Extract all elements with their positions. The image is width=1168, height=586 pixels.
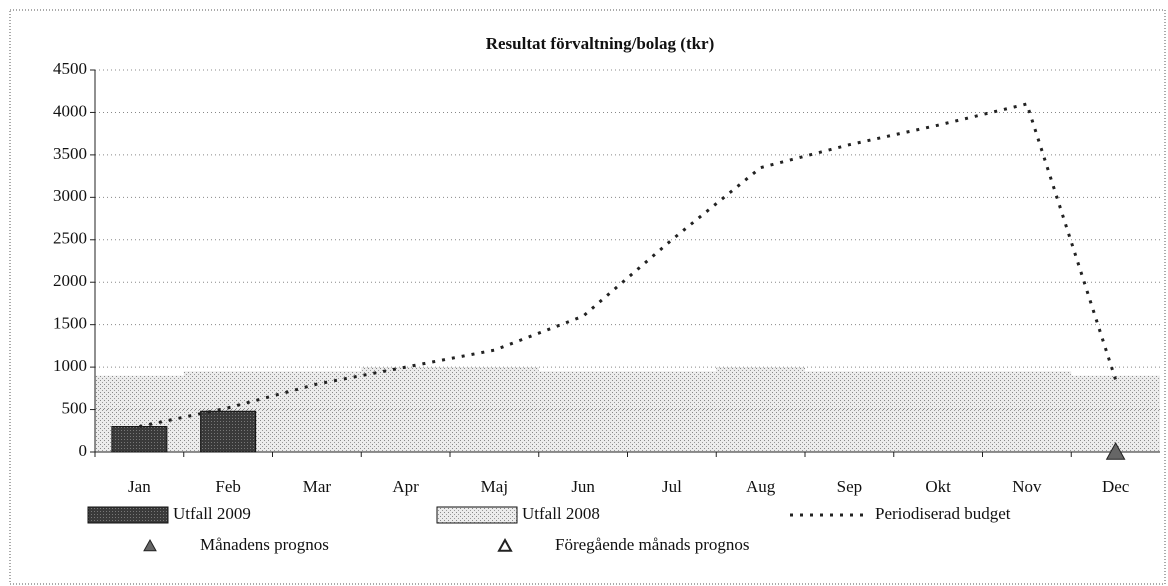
area-segment [893, 371, 983, 452]
area-segment [1071, 375, 1160, 452]
area-segment [361, 367, 450, 452]
legend-swatch [143, 538, 157, 552]
legend-label: Utfall 2008 [522, 504, 600, 523]
x-tick-label: Nov [1012, 477, 1042, 496]
area-segment [982, 371, 1072, 452]
chart-border [9, 9, 1166, 585]
y-tick-label: 1000 [53, 356, 87, 375]
legend-label: Periodiserad budget [875, 504, 1011, 523]
y-tick-label: 2500 [53, 229, 87, 248]
x-tick-label: Mar [303, 477, 332, 496]
area-segment [538, 371, 628, 452]
x-tick-label: Dec [1102, 477, 1130, 496]
legend-swatch [436, 506, 518, 524]
legend-label: Månadens prognos [200, 535, 329, 554]
x-tick-label: Jan [128, 477, 151, 496]
x-tick-label: Aug [746, 477, 776, 496]
x-tick-label: Okt [925, 477, 951, 496]
area-segment [627, 371, 717, 452]
y-tick-label: 4000 [53, 101, 87, 120]
y-tick-label: 0 [79, 441, 88, 460]
x-tick-label: Maj [481, 477, 508, 496]
bar [200, 410, 257, 453]
y-tick-label: 500 [62, 398, 88, 417]
y-tick-label: 2000 [53, 271, 87, 290]
y-tick-label: 4500 [53, 59, 87, 78]
y-tick-label: 3500 [53, 144, 87, 163]
x-tick-label: Apr [392, 477, 419, 496]
legend-label: Föregående månads prognos [555, 535, 750, 554]
x-tick-label: Jul [662, 477, 682, 496]
x-tick-label: Jun [571, 477, 595, 496]
bar [111, 426, 168, 453]
y-tick-label: 1500 [53, 314, 87, 333]
chart-title: Resultat förvaltning/bolag (tkr) [486, 34, 715, 53]
legend-label: Utfall 2009 [173, 504, 251, 523]
x-tick-label: Sep [837, 477, 863, 496]
legend-swatch [87, 506, 169, 524]
y-tick-label: 3000 [53, 186, 87, 205]
x-tick-label: Feb [215, 477, 241, 496]
marker [1105, 441, 1126, 460]
legend-swatch [497, 537, 513, 552]
area-segment [805, 371, 894, 452]
